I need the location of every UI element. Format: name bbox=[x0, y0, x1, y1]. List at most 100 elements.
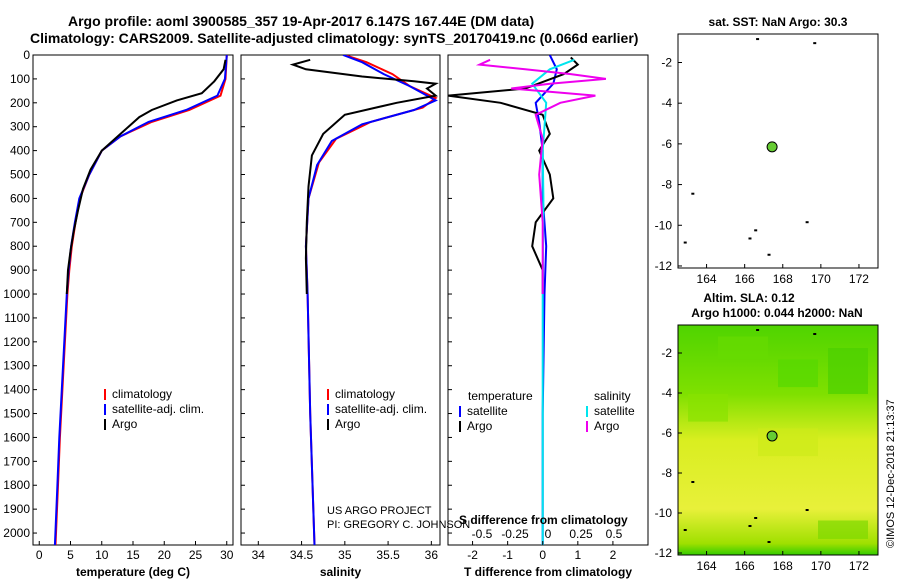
island-icon bbox=[767, 541, 771, 543]
plot-area bbox=[53, 55, 228, 545]
map-lat-label: -12 bbox=[655, 259, 673, 273]
depth-tick-label: 400 bbox=[10, 144, 30, 158]
salinity-difference-tick-label: -0.25 bbox=[501, 527, 529, 541]
temperature-legend-label: satellite-adj. clim. bbox=[112, 402, 204, 416]
temperature-legend-label: Argo bbox=[112, 417, 138, 431]
map-lon-label: 172 bbox=[849, 559, 869, 573]
island-icon bbox=[691, 481, 695, 483]
island-icon bbox=[683, 529, 687, 531]
temperature-tick-label: 15 bbox=[126, 548, 140, 562]
salinity-tick-label: 34 bbox=[252, 548, 266, 562]
sla-cell bbox=[778, 359, 818, 388]
sla-map-title-line2: Argo h1000: 0.044 h2000: NaN bbox=[691, 306, 862, 320]
sst-map-panel: 164 166 168 170 172 -2 -4 -6 -8 -10 -12 sat. SST: N… bbox=[655, 15, 879, 286]
depth-tick-label: 1700 bbox=[3, 454, 30, 468]
temperature-tick-label: 25 bbox=[189, 548, 203, 562]
temperature-tick-label: 5 bbox=[67, 548, 74, 562]
depth-tick-label: 700 bbox=[10, 215, 30, 229]
salinity-legend-label: satellite-adj. clim. bbox=[335, 402, 427, 416]
difference-panel: -2 -1 0 1 2 T difference from climatology S di… bbox=[447, 54, 649, 579]
depth-tick-label: 200 bbox=[10, 96, 30, 110]
temperature-panel-frame bbox=[32, 54, 234, 546]
project-label: US ARGO PROJECT bbox=[327, 505, 432, 517]
salinity-panel-frame bbox=[240, 54, 441, 546]
map-lon-label: 164 bbox=[697, 272, 717, 286]
difference-sal-legend-label: salinity bbox=[594, 389, 631, 403]
map-lat-label: -8 bbox=[661, 178, 672, 192]
map-lat-label: -2 bbox=[661, 55, 672, 69]
map-lat-label: -10 bbox=[655, 218, 673, 232]
salinity-tick-label: 36 bbox=[425, 548, 439, 562]
depth-tick-label: 300 bbox=[10, 120, 30, 134]
depth-tick-label: 500 bbox=[10, 168, 30, 182]
salinity-legend-label: climatology bbox=[335, 387, 395, 401]
depth-tick-label: 0 bbox=[23, 48, 30, 62]
difference-series-salinity-argo bbox=[475, 58, 607, 294]
salinity-difference-tick-label: 0.5 bbox=[606, 527, 623, 541]
map-lat-label: -4 bbox=[661, 96, 672, 110]
pi-label: PI: GREGORY C. JOHNSON bbox=[327, 519, 470, 531]
island-icon bbox=[748, 525, 752, 527]
sla-cell bbox=[688, 394, 728, 422]
island-icon bbox=[805, 221, 809, 224]
temperature-series-argo bbox=[65, 59, 227, 295]
map-lon-label: 168 bbox=[773, 272, 793, 286]
island-icon bbox=[805, 509, 809, 511]
temperature-panel: 0100200300400500600700800900100011001200… bbox=[3, 48, 233, 579]
temperature-tick-label: 20 bbox=[158, 548, 172, 562]
map-lon-label: 172 bbox=[849, 272, 869, 286]
map-lon-label: 166 bbox=[735, 559, 755, 573]
depth-tick-label: 1300 bbox=[3, 359, 30, 373]
depth-tick-label: 1500 bbox=[3, 407, 30, 421]
imos-credit: ©IMOS 12-Dec-2018 21:13:37 bbox=[885, 399, 897, 548]
salinity-legend-label: Argo bbox=[335, 417, 361, 431]
island-icon bbox=[683, 241, 687, 244]
temperature-tick-label: 10 bbox=[95, 548, 109, 562]
salinity-difference-tick-label: -0.5 bbox=[472, 527, 493, 541]
map-lon-label: 168 bbox=[773, 559, 793, 573]
map-lat-label: -8 bbox=[661, 466, 672, 480]
map-lat-label: -6 bbox=[661, 137, 672, 151]
sst-background bbox=[678, 34, 878, 268]
salinity-difference-tick-label: 0.25 bbox=[569, 527, 593, 541]
salinity-tick-label: 34.5 bbox=[290, 548, 314, 562]
depth-tick-label: 900 bbox=[10, 263, 30, 277]
map-lon-label: 164 bbox=[697, 559, 717, 573]
salinity-tick-label: 35.5 bbox=[376, 548, 400, 562]
map-lon-label: 170 bbox=[811, 272, 831, 286]
title-line1: Argo profile: aoml 3900585_357 19-Apr-20… bbox=[68, 13, 534, 29]
temperature-axis-label: temperature (deg C) bbox=[76, 565, 190, 579]
map-lon-label: 170 bbox=[811, 559, 831, 573]
island-icon bbox=[813, 42, 817, 45]
depth-tick-label: 1100 bbox=[4, 311, 30, 325]
title-line2: Climatology: CARS2009. Satellite-adjuste… bbox=[30, 30, 638, 46]
sla-cell bbox=[828, 348, 868, 394]
island-icon bbox=[767, 253, 771, 256]
map-lat-label: -2 bbox=[661, 346, 672, 360]
argo-float-marker bbox=[766, 430, 778, 442]
salinity-axis-label: salinity bbox=[320, 565, 362, 579]
difference-tick-label: 0 bbox=[539, 548, 546, 562]
difference-tick-label: 1 bbox=[574, 548, 581, 562]
difference-tick-label: -2 bbox=[467, 548, 478, 562]
difference-tick-label: 2 bbox=[610, 548, 617, 562]
difference-temp-legend-label: Argo bbox=[467, 419, 493, 433]
island-icon bbox=[756, 329, 760, 331]
difference-temp-legend-label: temperature bbox=[468, 389, 533, 403]
temperature-tick-label: 0 bbox=[36, 548, 43, 562]
difference-axis-label: T difference from climatology bbox=[464, 565, 632, 579]
salinity-tick-label: 35 bbox=[338, 548, 352, 562]
island-icon bbox=[754, 517, 758, 519]
island-icon bbox=[813, 333, 817, 335]
difference-temp-legend-label: satellite bbox=[467, 404, 508, 418]
difference-sal-legend-label: satellite bbox=[594, 404, 635, 418]
difference-tick-label: -1 bbox=[502, 548, 513, 562]
depth-tick-label: 1200 bbox=[3, 335, 30, 349]
map-lon-label: 166 bbox=[735, 272, 755, 286]
depth-tick-label: 2000 bbox=[3, 526, 30, 540]
sla-cell bbox=[818, 520, 868, 539]
temperature-legend-label: climatology bbox=[112, 387, 172, 401]
depth-tick-label: 1800 bbox=[3, 478, 30, 492]
difference-sal-legend-label: Argo bbox=[594, 419, 620, 433]
